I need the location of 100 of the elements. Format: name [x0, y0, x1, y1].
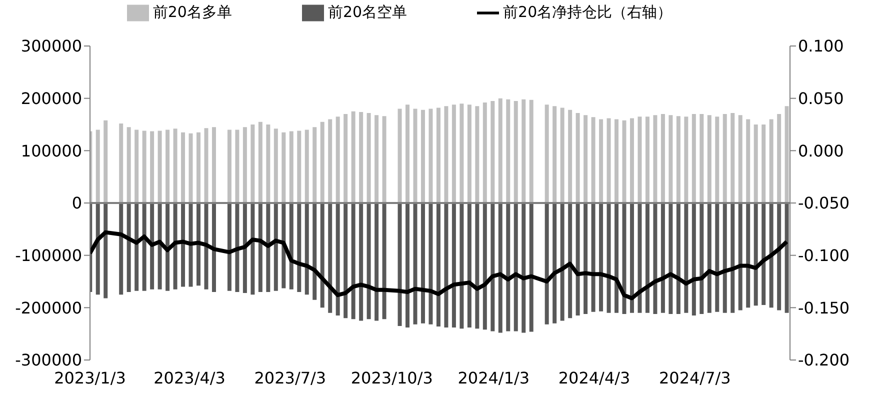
bar — [467, 104, 472, 203]
bar — [320, 122, 324, 203]
bar — [188, 133, 193, 203]
bar — [529, 100, 534, 203]
legend-label: 前20名多单 — [152, 3, 232, 22]
bar — [420, 203, 425, 324]
bar — [344, 203, 348, 318]
bar — [282, 203, 286, 288]
y-tick-label: -300000 — [15, 350, 82, 370]
bar — [599, 119, 604, 203]
bar — [212, 203, 216, 292]
bar — [274, 203, 278, 291]
bar — [436, 203, 440, 327]
bar — [282, 132, 286, 203]
bar — [738, 115, 742, 203]
x-tick-label: 2023/10/3 — [350, 368, 433, 388]
bar — [134, 203, 139, 291]
bar — [506, 99, 510, 203]
bar — [622, 120, 626, 203]
bar — [227, 130, 232, 203]
bar — [660, 114, 665, 203]
bar — [344, 114, 348, 203]
bar — [490, 100, 495, 203]
y-tick-label: 100000 — [20, 141, 82, 160]
bar — [514, 203, 518, 332]
bar — [568, 203, 572, 318]
y-tick-label: -200000 — [15, 298, 82, 318]
bar — [482, 203, 487, 330]
bar — [444, 203, 448, 328]
bar — [134, 130, 139, 203]
y2-tick-label: -0.050 — [798, 194, 850, 213]
bar — [242, 127, 247, 203]
bar — [204, 203, 208, 290]
bar — [413, 108, 418, 203]
bar — [738, 203, 742, 310]
bar — [490, 203, 495, 332]
bar — [784, 203, 789, 313]
bar — [359, 112, 364, 203]
bar — [614, 119, 619, 203]
bar — [707, 115, 712, 203]
bar — [576, 112, 580, 203]
bar — [630, 203, 634, 313]
bar — [754, 203, 758, 306]
y-tick-label: 300000 — [20, 36, 82, 56]
bar — [692, 114, 696, 203]
bar — [684, 203, 688, 313]
bar — [591, 117, 596, 203]
bar — [552, 203, 557, 324]
bar — [104, 203, 108, 298]
bar — [150, 131, 154, 203]
bar — [166, 130, 170, 203]
bar — [715, 116, 720, 203]
bar — [181, 203, 186, 287]
bar — [591, 203, 596, 312]
x-tick-label: 2024/4/3 — [558, 368, 630, 388]
y2-tick-label: -0.150 — [798, 298, 850, 318]
bar — [529, 203, 534, 332]
bar — [196, 203, 200, 286]
bar — [188, 203, 193, 287]
bar — [336, 203, 340, 316]
bar — [126, 127, 131, 203]
bar — [606, 118, 611, 203]
bar — [436, 108, 440, 203]
bar — [522, 99, 526, 203]
bar — [730, 112, 735, 203]
bar — [475, 106, 480, 203]
bar — [119, 203, 124, 295]
bar — [366, 112, 371, 203]
bar — [653, 115, 658, 203]
bar — [158, 130, 162, 203]
bar — [444, 106, 448, 203]
bar — [769, 119, 774, 203]
bar — [715, 203, 720, 312]
bar — [638, 203, 642, 313]
bar — [142, 203, 146, 291]
bar — [328, 119, 332, 203]
y2-tick-label: -0.200 — [798, 350, 850, 370]
bar — [406, 203, 410, 328]
bar — [304, 130, 309, 203]
bar — [227, 203, 232, 291]
bar — [413, 203, 418, 324]
bar — [460, 203, 464, 329]
bar — [722, 114, 727, 203]
bar — [374, 203, 379, 321]
bar — [568, 110, 572, 203]
y2-tick-label: -0.100 — [798, 246, 850, 266]
bar — [707, 203, 712, 313]
bar — [196, 132, 200, 203]
bar — [660, 203, 665, 313]
bar — [297, 203, 302, 292]
bar — [142, 130, 146, 203]
x-tick-label: 2023/1/3 — [54, 368, 126, 388]
bar — [522, 203, 526, 333]
bar — [398, 203, 402, 326]
bar — [498, 203, 502, 333]
bar — [406, 104, 410, 203]
x-tick-label: 2024/7/3 — [658, 368, 731, 388]
bar — [428, 203, 433, 324]
bar — [777, 203, 782, 310]
bar — [181, 132, 186, 203]
